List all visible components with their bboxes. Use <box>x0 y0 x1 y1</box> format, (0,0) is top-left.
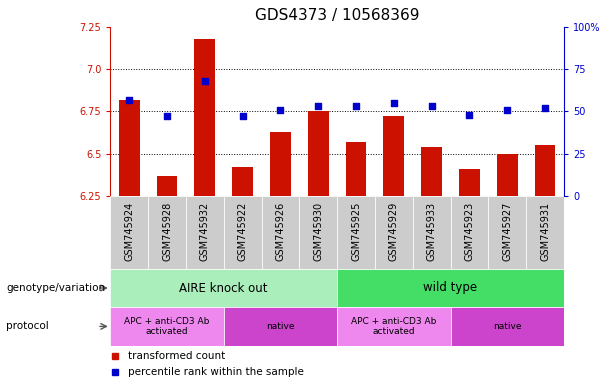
Bar <box>110 196 148 269</box>
Text: native: native <box>493 322 522 331</box>
Text: APC + anti-CD3 Ab
activated: APC + anti-CD3 Ab activated <box>124 317 210 336</box>
Point <box>465 112 474 118</box>
Bar <box>299 196 337 269</box>
Point <box>389 100 398 106</box>
Bar <box>451 196 489 269</box>
Bar <box>421 147 442 196</box>
Bar <box>194 39 215 196</box>
Text: native: native <box>266 322 295 331</box>
Bar <box>110 269 337 307</box>
Bar <box>110 307 224 346</box>
Text: GSM745927: GSM745927 <box>502 202 512 261</box>
Bar <box>337 269 564 307</box>
Point <box>276 107 286 113</box>
Text: GSM745926: GSM745926 <box>275 202 286 261</box>
Title: GDS4373 / 10568369: GDS4373 / 10568369 <box>255 8 419 23</box>
Bar <box>270 132 291 196</box>
Bar <box>375 196 413 269</box>
Text: GSM745925: GSM745925 <box>351 202 361 261</box>
Text: GSM745932: GSM745932 <box>200 202 210 261</box>
Bar <box>489 196 526 269</box>
Bar <box>337 307 451 346</box>
Text: GSM745923: GSM745923 <box>465 202 474 261</box>
Text: GSM745931: GSM745931 <box>540 202 550 261</box>
Bar <box>526 196 564 269</box>
Text: transformed count: transformed count <box>129 351 226 361</box>
Bar <box>224 196 262 269</box>
Bar <box>119 99 140 196</box>
Point <box>238 113 248 119</box>
Text: GSM745929: GSM745929 <box>389 202 399 261</box>
Point <box>351 103 361 109</box>
Point <box>427 103 436 109</box>
Bar <box>262 196 299 269</box>
Text: GSM745922: GSM745922 <box>238 202 248 261</box>
Point <box>124 96 134 103</box>
Bar <box>148 196 186 269</box>
Text: GSM745933: GSM745933 <box>427 202 436 261</box>
Bar <box>413 196 451 269</box>
Bar <box>232 167 253 196</box>
Bar <box>497 154 517 196</box>
Text: GSM745924: GSM745924 <box>124 202 134 261</box>
Bar <box>308 111 329 196</box>
Point <box>200 78 210 84</box>
Text: GSM745930: GSM745930 <box>313 202 323 261</box>
Point <box>162 113 172 119</box>
Bar <box>346 142 367 196</box>
Text: genotype/variation: genotype/variation <box>6 283 105 293</box>
Bar <box>384 116 404 196</box>
Bar <box>337 196 375 269</box>
Text: AIRE knock out: AIRE knock out <box>180 281 268 295</box>
Text: APC + anti-CD3 Ab
activated: APC + anti-CD3 Ab activated <box>351 317 436 336</box>
Bar <box>157 175 177 196</box>
Text: GSM745928: GSM745928 <box>162 202 172 261</box>
Point <box>313 103 323 109</box>
Text: wild type: wild type <box>424 281 478 295</box>
Text: percentile rank within the sample: percentile rank within the sample <box>129 366 305 377</box>
Bar <box>459 169 480 196</box>
Point <box>502 107 512 113</box>
Bar <box>224 307 337 346</box>
Text: protocol: protocol <box>6 321 49 331</box>
Point <box>540 105 550 111</box>
Bar <box>186 196 224 269</box>
Bar <box>535 145 555 196</box>
Bar <box>451 307 564 346</box>
